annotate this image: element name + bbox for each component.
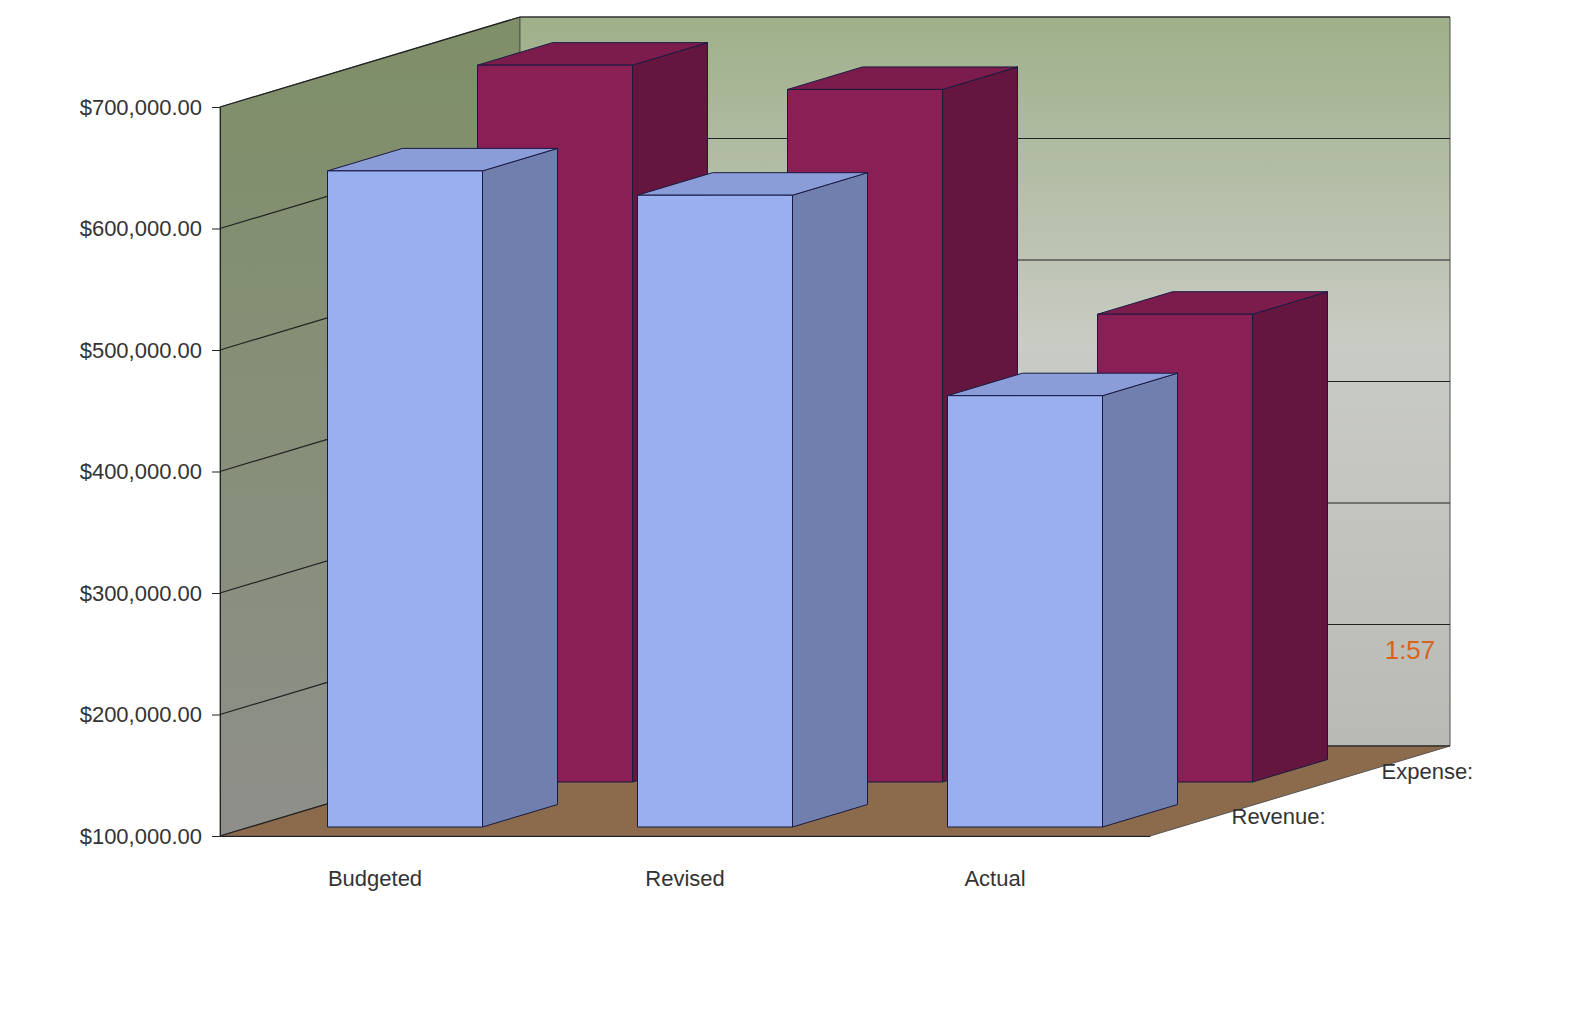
bar-top: [1098, 292, 1328, 315]
bar-top: [478, 43, 708, 66]
x-tick-label: Actual: [964, 866, 1025, 891]
x-tick-label: Revised: [645, 866, 724, 891]
y-tick-mark: [212, 593, 220, 594]
left-wall: [220, 17, 520, 836]
bar-top: [948, 373, 1178, 396]
y-axis: $100,000.00 $200,000.00 $300,000.00 $400,00…: [80, 95, 221, 849]
bar: [948, 373, 1178, 827]
y-tick: $600,000.00: [80, 216, 220, 241]
y-tick-mark: [212, 229, 220, 230]
x-tick: Revised: [645, 866, 724, 891]
y-tick-label: $700,000.00: [80, 95, 202, 120]
y-tick: $700,000.00: [80, 95, 220, 120]
bar-side: [1103, 373, 1178, 827]
x-tick: Actual: [964, 866, 1025, 891]
bar-top: [638, 173, 868, 196]
y-tick: $400,000.00: [80, 459, 220, 484]
bar-side: [793, 173, 868, 827]
grid: [220, 17, 1450, 836]
chart: 1:57 $100,000.00 $200,000.00 $300,000.00 $40…: [0, 0, 1570, 1009]
y-axis-line: [212, 108, 221, 837]
y-tick-label: $400,000.00: [80, 459, 202, 484]
y-tick: $100,000.00: [80, 824, 220, 849]
y-tick-label: $200,000.00: [80, 702, 202, 727]
y-tick: $200,000.00: [80, 702, 220, 727]
x-tick-label: Budgeted: [328, 866, 422, 891]
bar: [638, 173, 868, 827]
bars: [328, 43, 1328, 827]
x-axis: Budgeted Revised Actual: [221, 837, 1151, 891]
y-tick-mark: [212, 472, 220, 473]
bar-front: [638, 195, 793, 827]
x-axis-line: [221, 836, 1151, 837]
y-tick-mark: [212, 836, 220, 837]
x-tick: Budgeted: [328, 866, 422, 891]
bar-top: [328, 148, 558, 171]
series-label: Expense:: [1382, 759, 1474, 784]
bar-side: [1253, 292, 1328, 782]
y-tick: $300,000.00: [80, 581, 220, 606]
y-tick-label: $600,000.00: [80, 216, 202, 241]
y-tick-label: $500,000.00: [80, 338, 202, 363]
annotation: 1:57: [1385, 635, 1436, 665]
bar-front: [948, 396, 1103, 827]
bar-top: [788, 67, 1018, 90]
bar: [328, 148, 558, 827]
bar-side: [483, 148, 558, 827]
walls: [220, 17, 1450, 836]
y-tick-mark: [212, 107, 220, 108]
series-label: Revenue:: [1232, 804, 1326, 829]
bar-front: [328, 171, 483, 827]
y-tick: $500,000.00: [80, 338, 220, 363]
y-tick-mark: [212, 715, 220, 716]
y-tick-label: $100,000.00: [80, 824, 202, 849]
y-tick-mark: [212, 350, 220, 351]
y-tick-label: $300,000.00: [80, 581, 202, 606]
